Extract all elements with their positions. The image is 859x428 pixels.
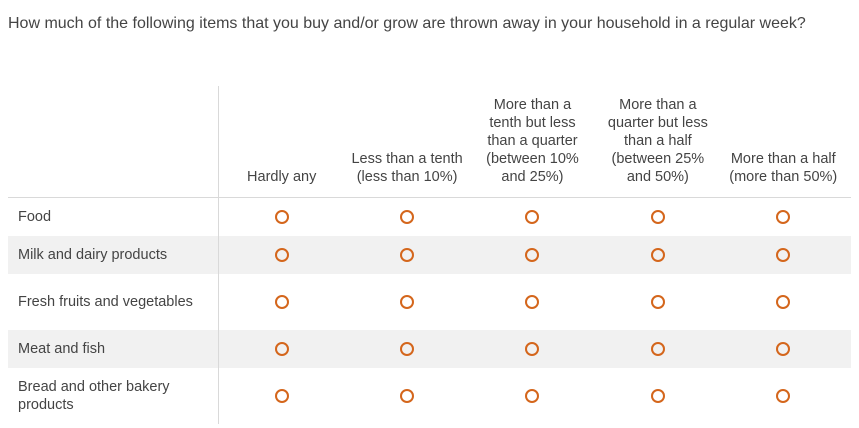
radio-button[interactable] — [650, 248, 665, 262]
radio-cell — [219, 368, 344, 424]
radio-button[interactable] — [400, 248, 415, 262]
radio-cell — [721, 274, 846, 330]
radio-button[interactable] — [776, 248, 791, 262]
radio-button[interactable] — [525, 342, 540, 356]
radio-button[interactable] — [776, 210, 791, 224]
column-header-less-than-tenth: Less than a tenth (less than 10%) — [344, 86, 469, 197]
column-header-label: More than a quarter but less than a half… — [607, 97, 708, 185]
radio-button[interactable] — [650, 389, 665, 403]
radio-cell — [344, 274, 469, 330]
radio-cell — [595, 274, 720, 330]
radio-cell — [595, 368, 720, 424]
radio-button[interactable] — [274, 389, 289, 403]
radio-button[interactable] — [274, 295, 289, 309]
radio-cell — [721, 368, 846, 424]
radio-cell — [470, 236, 595, 274]
radio-cell — [721, 236, 846, 274]
matrix-header-stub — [8, 86, 219, 197]
radio-button[interactable] — [525, 210, 540, 224]
radio-button[interactable] — [274, 248, 289, 262]
radio-button[interactable] — [776, 295, 791, 309]
radio-cell — [470, 198, 595, 236]
radio-button[interactable] — [525, 248, 540, 262]
radio-cell — [344, 236, 469, 274]
question-text: How much of the following items that you… — [8, 15, 806, 32]
row-label: Bread and other bakery products — [8, 368, 219, 424]
radio-cell — [344, 368, 469, 424]
radio-button[interactable] — [525, 389, 540, 403]
column-header-label: Less than a tenth (less than 10%) — [351, 151, 463, 185]
matrix-row-fruits-vegetables: Fresh fruits and vegetables — [8, 274, 851, 330]
radio-cell — [721, 198, 846, 236]
column-header-label: Hardly any — [247, 169, 317, 185]
matrix-row-bread-bakery: Bread and other bakery products — [8, 368, 851, 424]
radio-button[interactable] — [650, 295, 665, 309]
column-header-quarter-to-half: More than a quarter but less than a half… — [595, 86, 720, 197]
radio-cell — [470, 368, 595, 424]
column-header-label: More than a half (more than 50%) — [729, 151, 838, 185]
column-header-label: More than a tenth but less than a quarte… — [486, 97, 579, 185]
radio-cell — [595, 198, 720, 236]
radio-button[interactable] — [650, 210, 665, 224]
radio-button[interactable] — [650, 342, 665, 356]
matrix-row-meat-fish: Meat and fish — [8, 330, 851, 368]
radio-button[interactable] — [274, 342, 289, 356]
radio-cell — [721, 330, 846, 368]
radio-button[interactable] — [525, 295, 540, 309]
row-label: Food — [8, 198, 219, 236]
radio-cell — [470, 274, 595, 330]
radio-cell — [219, 198, 344, 236]
radio-cell — [344, 330, 469, 368]
radio-button[interactable] — [400, 389, 415, 403]
matrix-header-row: Hardly any Less than a tenth (less than … — [8, 86, 851, 198]
radio-button[interactable] — [274, 210, 289, 224]
radio-cell — [344, 198, 469, 236]
radio-button[interactable] — [400, 210, 415, 224]
matrix-grid: Hardly any Less than a tenth (less than … — [8, 86, 851, 424]
radio-button[interactable] — [400, 342, 415, 356]
row-label: Milk and dairy products — [8, 236, 219, 274]
radio-cell — [219, 236, 344, 274]
matrix-row-food: Food — [8, 198, 851, 236]
matrix-row-milk-dairy: Milk and dairy products — [8, 236, 851, 274]
row-label: Meat and fish — [8, 330, 219, 368]
column-header-more-than-half: More than a half (more than 50%) — [721, 86, 846, 197]
column-header-tenth-to-quarter: More than a tenth but less than a quarte… — [470, 86, 595, 197]
radio-cell — [470, 330, 595, 368]
radio-button[interactable] — [776, 342, 791, 356]
radio-cell — [595, 330, 720, 368]
radio-button[interactable] — [400, 295, 415, 309]
radio-cell — [219, 330, 344, 368]
radio-cell — [595, 236, 720, 274]
row-label: Fresh fruits and vegetables — [8, 274, 219, 330]
column-header-hardly-any: Hardly any — [219, 86, 344, 197]
radio-cell — [219, 274, 344, 330]
radio-button[interactable] — [776, 389, 791, 403]
